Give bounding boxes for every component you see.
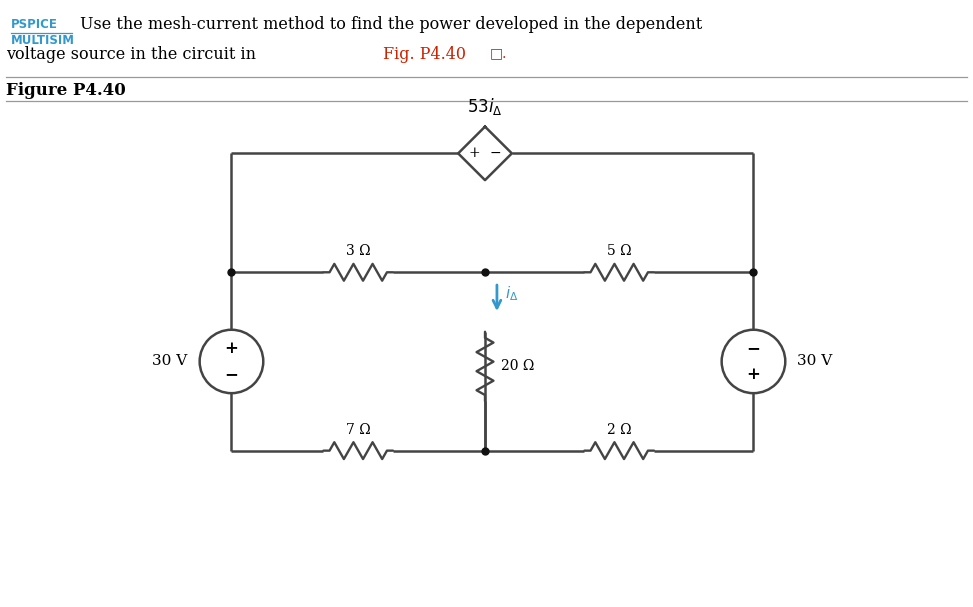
Text: Figure P4.40: Figure P4.40 [6,82,126,99]
Text: 2 Ω: 2 Ω [607,422,631,437]
Text: 20 Ω: 20 Ω [501,359,534,373]
Text: MULTISIM: MULTISIM [11,34,75,47]
Text: PSPICE: PSPICE [11,18,57,31]
Text: 30 V: 30 V [153,354,188,368]
Text: 3 Ω: 3 Ω [346,245,371,259]
Text: $i_\Delta$: $i_\Delta$ [505,285,519,304]
Text: +: + [469,146,481,160]
Text: −: − [746,340,761,357]
Text: 7 Ω: 7 Ω [345,422,371,437]
Text: □.: □. [489,46,507,60]
Text: +: + [225,340,238,357]
Text: Use the mesh-current method to find the power developed in the dependent: Use the mesh-current method to find the … [80,16,703,33]
Text: −: − [489,146,501,160]
Text: Fig. P4.40: Fig. P4.40 [383,46,466,63]
Text: voltage source in the circuit in: voltage source in the circuit in [6,46,261,63]
Text: 30 V: 30 V [797,354,833,368]
Text: −: − [225,366,238,383]
Text: $53i_\Delta$: $53i_\Delta$ [467,96,503,117]
Text: +: + [746,366,761,383]
Text: 5 Ω: 5 Ω [607,245,631,259]
